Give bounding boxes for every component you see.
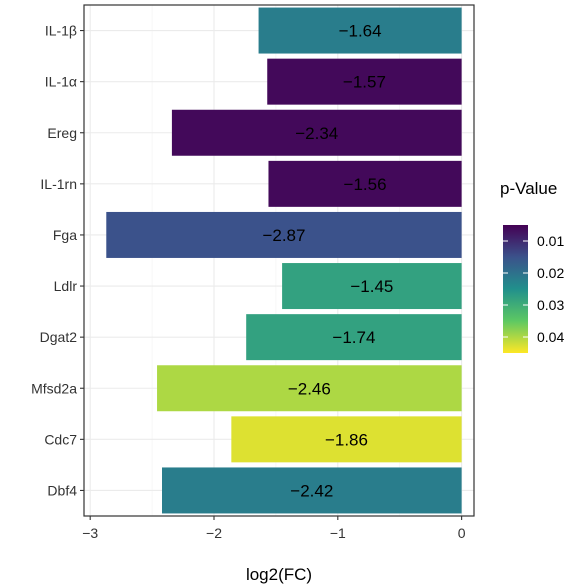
bar-value-label: −2.34 xyxy=(295,124,338,143)
bar-value-label: −1.45 xyxy=(350,277,393,296)
y-tick-label: Ldlr xyxy=(54,278,78,294)
x-axis: −3 −2 −1 0 xyxy=(82,516,466,541)
bar-value-label: −1.64 xyxy=(339,22,382,41)
y-tick-label: IL-1α xyxy=(45,74,77,90)
y-tick-label: Mfsd2a xyxy=(31,380,77,396)
bar-labels: −1.64 −1.57 −2.34 −1.56 −2.87 −1.45 −1.74 −2.46… xyxy=(262,22,393,501)
bar xyxy=(231,416,462,463)
legend-tick-label: 0.01 xyxy=(537,233,564,249)
bar-value-label: −2.87 xyxy=(262,226,305,245)
x-axis-title: log2(FC) xyxy=(246,565,312,584)
y-tick-label: Dbf4 xyxy=(47,482,77,498)
y-tick-label: Fga xyxy=(53,227,77,243)
legend-tick-label: 0.03 xyxy=(537,297,564,313)
bar-value-label: −1.74 xyxy=(332,328,375,347)
bar xyxy=(268,160,462,207)
panel-border xyxy=(83,4,475,517)
legend-ticks: 0.01 0.02 0.03 0.04 xyxy=(503,233,564,345)
y-tick-label: Dgat2 xyxy=(40,329,78,345)
y-tick-label: Ereg xyxy=(47,125,77,141)
y-tick-label: IL-1β xyxy=(45,23,77,39)
legend-colorbar xyxy=(503,225,528,353)
legend-tick-label: 0.02 xyxy=(537,265,564,281)
x-tick-label: −3 xyxy=(82,525,98,541)
x-tick-label: 0 xyxy=(458,525,466,541)
bar-value-label: −1.57 xyxy=(343,73,386,92)
bar xyxy=(106,211,462,258)
x-tick-label: −2 xyxy=(206,525,222,541)
bar xyxy=(162,467,462,514)
y-axis: IL-1β IL-1α Ereg IL-1rn Fga Ldlr Dgat2 Mfsd2a Cd… xyxy=(31,23,84,498)
legend-title: p-Value xyxy=(500,179,557,198)
y-tick-label: IL-1rn xyxy=(40,176,77,192)
bar-value-label: −1.56 xyxy=(344,175,387,194)
bar-value-label: −1.86 xyxy=(325,430,368,449)
bar xyxy=(267,58,462,105)
y-tick-label: Cdc7 xyxy=(44,431,77,447)
bar xyxy=(246,314,462,361)
bar xyxy=(282,263,462,310)
bar xyxy=(157,365,462,412)
bars xyxy=(106,7,462,514)
bar xyxy=(258,7,462,54)
legend: p-Value 0.01 0.02 0.03 0.04 xyxy=(500,179,564,353)
bar-value-label: −2.46 xyxy=(288,379,331,398)
bar-value-label: −2.42 xyxy=(290,481,333,500)
legend-tick-label: 0.04 xyxy=(537,329,564,345)
x-tick-label: −1 xyxy=(330,525,346,541)
bar xyxy=(171,109,462,156)
